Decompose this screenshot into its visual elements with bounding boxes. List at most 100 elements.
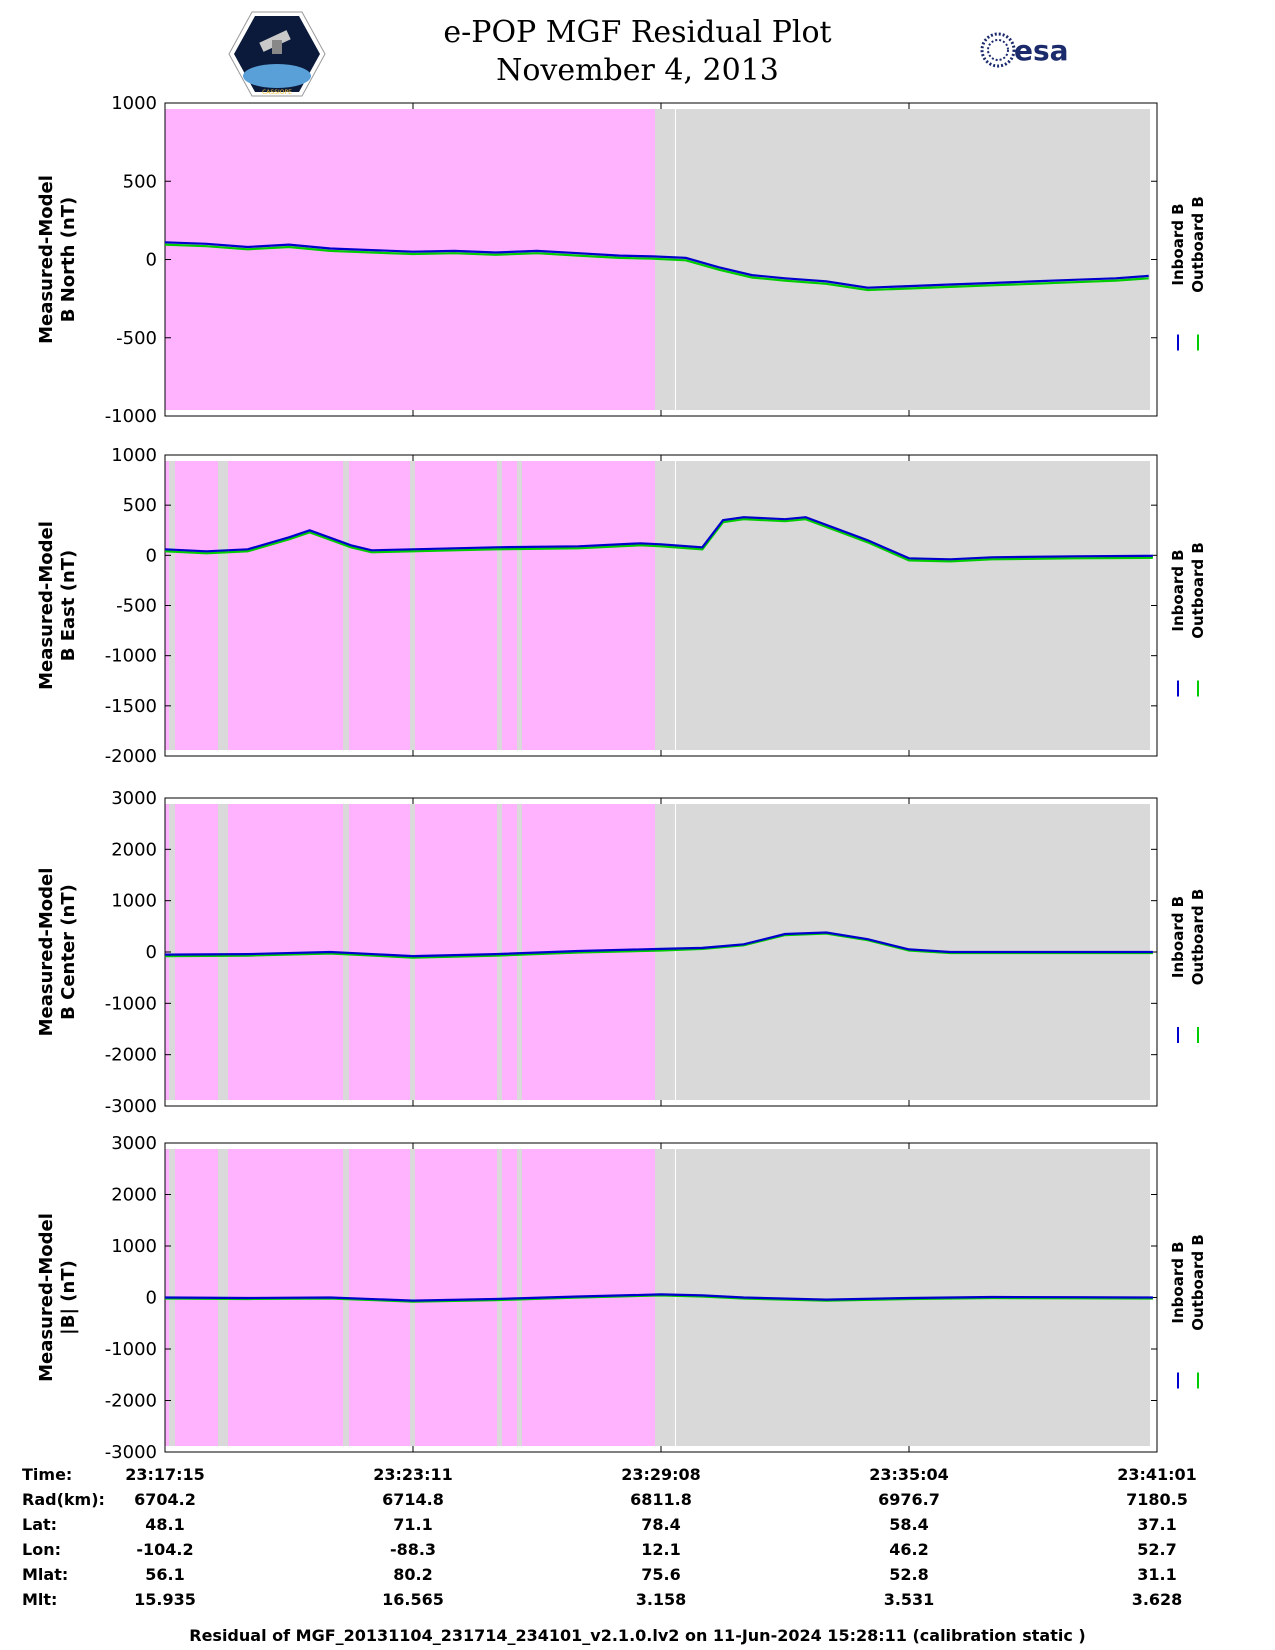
- gray-data-gap: [497, 1149, 502, 1446]
- gray-data-gap: [517, 461, 522, 750]
- info-row-key: Lat:: [22, 1515, 58, 1534]
- gray-shade-gap: [655, 1149, 675, 1446]
- info-cell: 58.4: [889, 1515, 929, 1534]
- gray-data-gap: [410, 1149, 415, 1446]
- y-axis-label: Measured-Model: [36, 521, 57, 690]
- y-tick-label: 3000: [111, 788, 157, 809]
- y-tick-label: -2000: [105, 746, 157, 767]
- y-tick-label: -1500: [105, 696, 157, 717]
- y-tick-label: -1000: [105, 406, 157, 427]
- info-cell: 80.2: [393, 1565, 433, 1584]
- gray-data-gap: [497, 461, 502, 750]
- y-tick-label: 0: [146, 545, 157, 566]
- y-tick-label: -2000: [105, 1045, 157, 1066]
- gray-shade-region: [676, 461, 1150, 750]
- info-cell: 31.1: [1137, 1565, 1177, 1584]
- info-cell: 3.531: [883, 1590, 935, 1609]
- info-cell: 12.1: [641, 1540, 681, 1559]
- gray-data-gap: [169, 461, 175, 750]
- gray-data-gap: [218, 804, 228, 1100]
- y-tick-label: 500: [123, 495, 157, 516]
- gray-data-gap: [218, 461, 228, 750]
- series-line-inboard: [164, 1293, 1153, 1302]
- info-cell: 16.565: [382, 1590, 444, 1609]
- cassiope-logo: CASSIOPE: [228, 11, 326, 97]
- info-cell: 6704.2: [134, 1490, 196, 1509]
- chart-subtitle-date: November 4, 2013: [496, 53, 779, 88]
- info-row-key: Time:: [22, 1465, 73, 1484]
- y-tick-label: 1000: [111, 445, 157, 466]
- y-axis-label: Measured-Model: [36, 1213, 57, 1382]
- cassiope-logo-text: CASSIOPE: [262, 89, 292, 96]
- y-tick-label: 3000: [111, 1133, 157, 1154]
- legend-inboard-label: Inboard B: [1169, 203, 1187, 285]
- info-cell: 37.1: [1137, 1515, 1177, 1534]
- info-cell: 23:35:04: [869, 1465, 949, 1484]
- series-line-outboard: [164, 243, 1149, 292]
- info-cell: 15.935: [134, 1590, 196, 1609]
- y-tick-label: 2000: [111, 1185, 157, 1206]
- info-cell: 23:17:15: [125, 1465, 205, 1484]
- esa-logo: esa: [980, 32, 1069, 68]
- y-tick-label: -1000: [105, 646, 157, 667]
- y-axis-label: Measured-Model: [36, 175, 57, 344]
- info-cell: 6811.8: [630, 1490, 692, 1509]
- legend-inboard-label: Inboard B: [1169, 896, 1187, 978]
- info-cell: 7180.5: [1126, 1490, 1188, 1509]
- gray-data-gap: [410, 461, 415, 750]
- info-cell: 23:29:08: [621, 1465, 701, 1484]
- pink-shade-region: [165, 109, 655, 410]
- y-tick-label: 0: [146, 1288, 157, 1309]
- legend-inboard-label: Inboard B: [1169, 1241, 1187, 1323]
- info-row-key: Mlat:: [22, 1565, 69, 1584]
- info-cell: 46.2: [889, 1540, 929, 1559]
- info-cell: 56.1: [145, 1565, 185, 1584]
- y-tick-label: -500: [116, 328, 157, 349]
- legend-inboard-label: Inboard B: [1169, 549, 1187, 631]
- info-cell: 78.4: [641, 1515, 681, 1534]
- gray-shade-gap: [655, 461, 675, 750]
- legend-outboard-label: Outboard B: [1189, 196, 1207, 293]
- series-line-inboard: [164, 931, 1153, 958]
- esa-logo-text: esa: [1014, 34, 1069, 67]
- y-tick-label: 0: [146, 942, 157, 963]
- y-tick-label: 2000: [111, 839, 157, 860]
- y-axis-label: B Center (nT): [58, 884, 79, 1020]
- gray-shade-gap: [655, 804, 675, 1100]
- gray-data-gap: [343, 461, 349, 750]
- y-tick-label: -500: [116, 596, 157, 617]
- y-tick-label: 500: [123, 171, 157, 192]
- info-cell: 23:41:01: [1117, 1465, 1197, 1484]
- info-row-key: Lon:: [22, 1540, 61, 1559]
- info-cell: 3.628: [1131, 1590, 1183, 1609]
- legend-outboard-label: Outboard B: [1189, 1234, 1207, 1331]
- gray-data-gap: [410, 804, 415, 1100]
- y-tick-label: -2000: [105, 1391, 157, 1412]
- series-line-inboard: [164, 241, 1149, 289]
- info-row-key: Rad(km):: [22, 1490, 105, 1509]
- y-tick-label: -1000: [105, 1339, 157, 1360]
- info-cell: 6714.8: [382, 1490, 444, 1509]
- info-row-key: Mlt:: [22, 1590, 58, 1609]
- y-tick-label: -3000: [105, 1096, 157, 1117]
- gray-data-gap: [517, 804, 522, 1100]
- legend-outboard-label: Outboard B: [1189, 542, 1207, 639]
- info-cell: 6976.7: [878, 1490, 940, 1509]
- gray-data-gap: [497, 804, 502, 1100]
- info-cell: 52.7: [1137, 1540, 1177, 1559]
- info-cell: 75.6: [641, 1565, 681, 1584]
- chart-title: e-POP MGF Residual Plot: [443, 15, 832, 50]
- y-axis-label: Measured-Model: [36, 868, 57, 1037]
- info-cell: 3.158: [635, 1590, 687, 1609]
- gray-data-gap: [169, 804, 175, 1100]
- info-cell: 52.8: [889, 1565, 929, 1584]
- info-cell: 71.1: [393, 1515, 433, 1534]
- y-axis-label: B North (nT): [58, 197, 79, 323]
- gray-shade-region: [676, 109, 1150, 410]
- y-tick-label: 1000: [111, 891, 157, 912]
- series-line-outboard: [164, 518, 1153, 563]
- y-tick-label: -1000: [105, 993, 157, 1014]
- y-tick-label: 0: [146, 250, 157, 271]
- footer-note: Residual of MGF_20131104_231714_234101_v…: [189, 1626, 1086, 1645]
